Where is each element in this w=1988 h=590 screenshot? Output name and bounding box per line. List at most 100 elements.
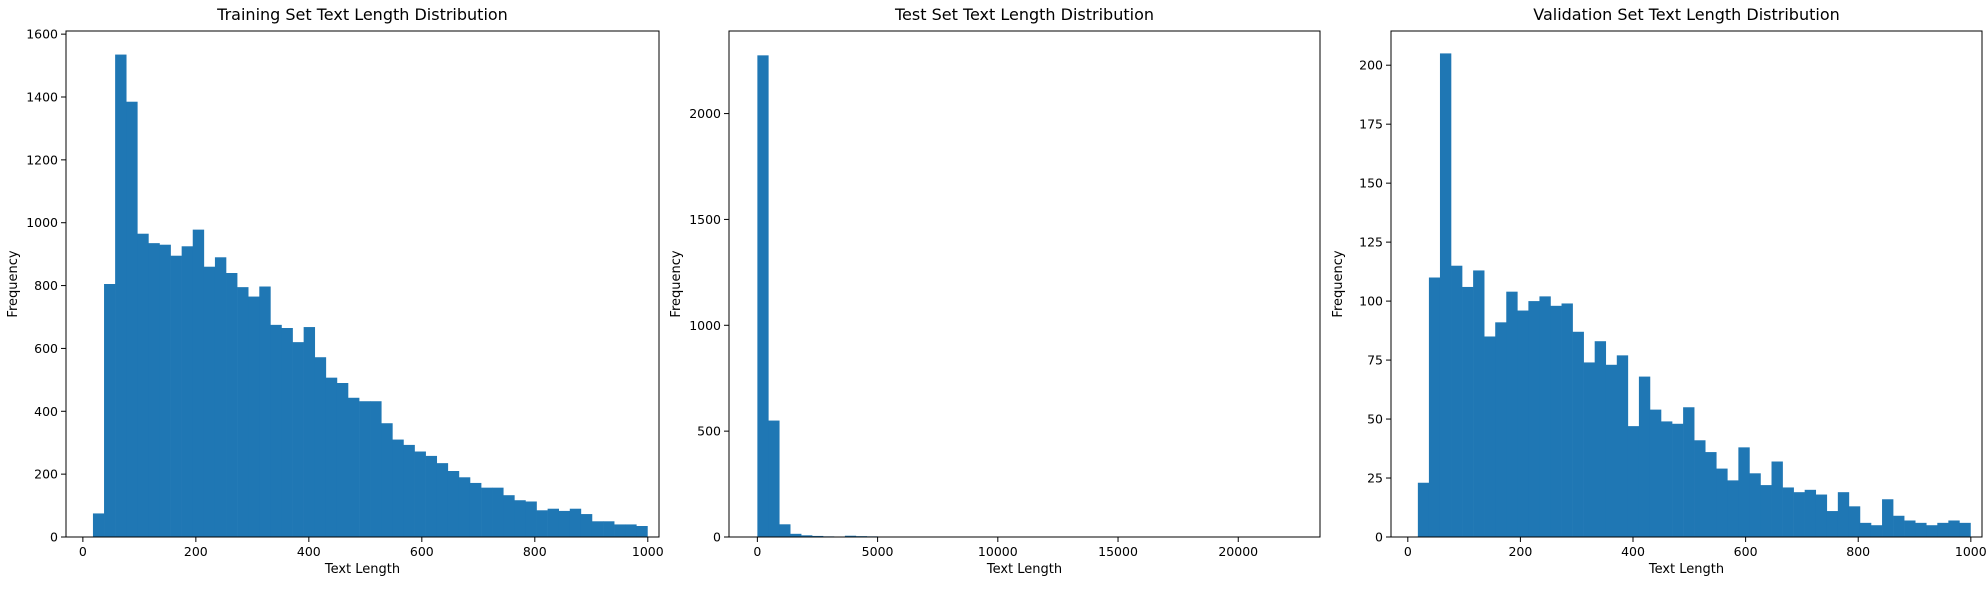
training-bars <box>92 54 648 538</box>
validation-histogram-bar <box>1848 506 1861 537</box>
validation-histogram-bar <box>1804 489 1817 537</box>
validation-y-tick-label: 0 <box>1375 530 1383 545</box>
test-y-tick-label: 1500 <box>689 212 721 227</box>
training-histogram-bar <box>381 423 393 537</box>
validation-y-tick-label: 125 <box>1359 235 1383 250</box>
training-histogram-bar <box>591 521 604 537</box>
validation-y-axis-label: Frequency <box>1331 250 1346 317</box>
training-histogram-bar <box>192 229 205 537</box>
training-histogram-bar <box>359 401 371 537</box>
test-histogram-bar <box>844 535 857 537</box>
test-x-tick-label: 0 <box>753 544 761 559</box>
validation-x-tick-label: 0 <box>1404 544 1412 559</box>
training-histogram-bar <box>492 487 504 537</box>
training-histogram-bar <box>104 284 116 537</box>
training-histogram-bar <box>92 513 105 537</box>
training-x-tick-label: 600 <box>410 544 434 559</box>
training-histogram-bar <box>481 487 493 537</box>
training-histogram-bar <box>314 357 327 537</box>
training-y-tick-label: 600 <box>34 341 58 356</box>
training-histogram-bar <box>580 514 593 537</box>
training-histogram-bar <box>281 328 293 537</box>
test-y-tick-label: 500 <box>697 424 721 439</box>
validation-y-tick-label: 150 <box>1359 176 1383 191</box>
validation-histogram-bar <box>1572 331 1584 537</box>
test-y-tick-label: 1000 <box>689 318 721 333</box>
validation-histogram-bar <box>1926 525 1938 537</box>
validation-x-tick-label: 400 <box>1621 544 1645 559</box>
training-histogram-bar <box>348 397 360 537</box>
validation-y-tick-label: 25 <box>1367 471 1383 486</box>
validation-histogram-bar <box>1451 265 1463 537</box>
validation-histogram-bar <box>1583 362 1595 537</box>
validation-histogram-bar <box>1683 407 1695 537</box>
validation-histogram-bar <box>1517 310 1529 537</box>
validation-histogram-bar <box>1837 492 1850 537</box>
test-histogram-bar <box>801 535 813 537</box>
training-histogram-bar <box>514 500 526 537</box>
test-x-tick-label: 5000 <box>862 544 894 559</box>
training-y-axis-label: Frequency <box>6 250 21 317</box>
training-histogram-bar <box>159 244 171 537</box>
training-histogram-bar <box>436 463 449 537</box>
validation-histogram-panel: 0 200 400 600 800 1000 0 25 50 75 100 125 150 175 200 V… <box>1331 5 1987 577</box>
validation-histogram-bar <box>1771 461 1783 537</box>
validation-y-tick-label: 200 <box>1359 58 1383 73</box>
training-histogram-bar <box>536 510 548 537</box>
training-histogram-panel: 0 200 400 600 800 1000 0 200 400 600 800 1000 1200 14… <box>6 5 664 577</box>
training-histogram-bar <box>248 296 260 537</box>
validation-histogram-bar <box>1760 485 1772 537</box>
training-x-axis-label: Text Length <box>324 562 400 577</box>
training-histogram-bar <box>414 451 426 537</box>
validation-histogram-bar <box>1859 522 1872 537</box>
validation-histogram-bar <box>1484 336 1496 537</box>
training-histogram-bar <box>614 524 626 537</box>
validation-histogram-bar <box>1959 522 1971 537</box>
validation-histogram-bar <box>1694 440 1706 537</box>
test-x-tick-label: 10000 <box>978 544 1018 559</box>
training-histogram-bar <box>403 444 415 537</box>
validation-histogram-bar <box>1815 494 1828 537</box>
test-axes-frame <box>728 30 1321 538</box>
test-y-axis-label: Frequency <box>669 250 684 317</box>
validation-histogram-bar <box>1473 270 1485 537</box>
validation-histogram-bar <box>1638 376 1651 537</box>
validation-histogram-bar <box>1716 468 1728 537</box>
validation-histogram-bar <box>1826 511 1839 537</box>
validation-y-tick-label: 75 <box>1367 353 1383 368</box>
validation-histogram-bar <box>1594 341 1607 537</box>
training-histogram-bar <box>303 327 316 537</box>
validation-histogram-bar <box>1616 355 1629 537</box>
test-y-tick-label: 2000 <box>689 106 721 121</box>
training-y-tick-label: 400 <box>34 404 58 419</box>
training-histogram-bar <box>181 246 194 538</box>
validation-histogram-bar <box>1428 277 1441 537</box>
validation-x-axis-label: Text Length <box>1648 562 1724 577</box>
training-histogram-bar <box>469 482 482 537</box>
validation-histogram-bar <box>1627 426 1640 537</box>
training-histogram-bar <box>237 287 249 537</box>
training-histogram-bar <box>148 243 160 537</box>
validation-histogram-bar <box>1904 520 1916 537</box>
training-y-tick-label: 200 <box>34 467 58 482</box>
test-chart-title: Test Set Text Length Distribution <box>894 5 1154 24</box>
training-y-tick-label: 1400 <box>26 90 58 105</box>
training-y-tick-label: 1600 <box>26 27 58 42</box>
training-y-tick-label: 1200 <box>26 152 58 167</box>
validation-histogram-bar <box>1705 452 1717 537</box>
validation-histogram-bar <box>1782 487 1794 537</box>
validation-histogram-bar <box>1550 305 1562 537</box>
training-histogram-bar <box>203 266 216 537</box>
training-histogram-bar <box>137 233 149 537</box>
test-histogram-bar <box>768 420 780 537</box>
training-histogram-bar <box>170 255 182 537</box>
training-x-tick-label: 0 <box>79 544 87 559</box>
validation-histogram-bar <box>1417 482 1430 537</box>
test-histogram-bar <box>812 535 824 537</box>
validation-histogram-bar <box>1793 492 1805 537</box>
training-y-tick-label: 800 <box>34 278 58 293</box>
validation-histogram-bar <box>1506 291 1518 537</box>
training-histogram-bar <box>325 377 338 537</box>
training-x-tick-label: 800 <box>523 544 547 559</box>
